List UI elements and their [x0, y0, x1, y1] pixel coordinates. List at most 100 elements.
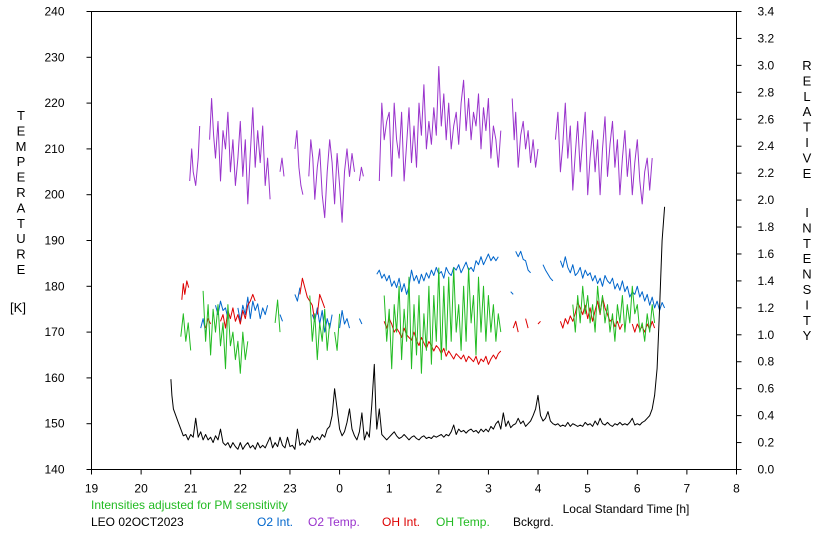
right-tick-label: 1.4: [758, 274, 775, 288]
legend-item: OH Int.: [382, 515, 420, 529]
right-tick-label: 3.0: [758, 58, 775, 72]
series-oh-int: [512, 320, 519, 333]
x-tick-label: 21: [184, 482, 198, 496]
x-tick-label: 0: [336, 482, 343, 496]
left-axis-ticks: 140 150 160 170 180 190 200 210 220 230 240: [44, 5, 92, 477]
left-tick-label: 170: [44, 325, 64, 339]
series-o2-temp: [279, 157, 285, 177]
right-tick-label: 1.2: [758, 301, 775, 315]
right-tick-label: 2.2: [758, 166, 775, 180]
right-tick-label: 2.4: [758, 139, 775, 153]
x-tick-label: 3: [485, 482, 492, 496]
series-bckgrd: [170, 206, 666, 450]
right-axis-letter: I: [805, 205, 809, 220]
right-axis-letter: A: [803, 104, 812, 119]
series-oh-temp: [309, 295, 331, 361]
series-o2-temp: [209, 98, 271, 205]
right-tick-label: 1.0: [758, 328, 775, 342]
right-tick-label: 1.8: [758, 220, 775, 234]
series-oh-temp: [274, 299, 281, 333]
right-axis-ticks: 0.0 0.2 0.4 0.6 0.8 1.0 1.2 1.4 1.6 1.8 2.0 2.2 2.4 2…: [736, 5, 775, 477]
left-tick-label: 150: [44, 417, 64, 431]
x-tick-label: 7: [684, 482, 691, 496]
x-axis-label: Local Standard Time [h]: [563, 502, 690, 516]
x-tick-label: 8: [733, 482, 740, 496]
left-tick-label: 140: [44, 463, 64, 477]
right-axis-letter: N: [802, 220, 811, 235]
series-oh-int: [525, 318, 529, 329]
x-tick-label: 20: [134, 482, 148, 496]
left-axis-unit: [K]: [10, 300, 26, 315]
left-tick-label: 160: [44, 371, 64, 385]
x-tick-label: 4: [535, 482, 542, 496]
series-o2-temp: [511, 98, 539, 168]
left-axis-letter: U: [16, 231, 25, 246]
right-axis-letter: R: [802, 58, 811, 73]
right-tick-label: 0.6: [758, 382, 775, 396]
right-axis-letter: L: [803, 89, 810, 104]
left-axis-letter: M: [16, 139, 27, 154]
series-oh-int: [316, 293, 326, 315]
left-tick-label: 190: [44, 234, 64, 248]
series-o2-int: [358, 318, 363, 325]
left-tick-label: 210: [44, 142, 64, 156]
sensitivity-note: Intensities adjusted for PM sensitivity: [91, 498, 288, 512]
right-axis-letter: S: [803, 282, 812, 297]
left-tick-label: 230: [44, 50, 64, 64]
right-axis-letter: V: [803, 150, 812, 165]
right-axis-letter: T: [803, 120, 811, 135]
x-tick-label: 6: [634, 482, 641, 496]
x-tick-label: 5: [584, 482, 591, 496]
right-axis-letter: T: [803, 236, 811, 251]
right-tick-label: 3.2: [758, 31, 775, 45]
series-o2-int: [237, 296, 269, 322]
series-o2-int: [311, 307, 333, 333]
series-oh-int: [299, 277, 316, 322]
series-o2-int: [339, 310, 350, 329]
series-o2-temp: [378, 66, 502, 182]
series-oh-temp: [383, 267, 502, 374]
series-oh-int: [181, 280, 190, 300]
series-layer: [170, 66, 666, 450]
left-tick-label: 220: [44, 96, 64, 110]
right-axis-letter: I: [805, 297, 809, 312]
series-o2-temp: [554, 102, 653, 205]
series-o2-int: [542, 264, 554, 282]
right-tick-label: 0.2: [758, 436, 775, 450]
series-o2-int: [510, 291, 514, 295]
series-o2-temp: [308, 139, 355, 223]
left-tick-label: 180: [44, 279, 64, 293]
x-tick-label: 1: [386, 482, 393, 496]
left-tick-label: 240: [44, 5, 64, 19]
legend: O2 Int. O2 Temp. OH Int. OH Temp. Bckgrd.: [257, 515, 554, 529]
right-tick-label: 2.8: [758, 85, 775, 99]
right-axis-letter: E: [803, 251, 812, 266]
right-axis-letter: I: [805, 135, 809, 150]
series-oh-temp: [334, 313, 341, 351]
left-axis-letter: R: [16, 247, 25, 262]
series-o2-int: [515, 250, 531, 274]
plot-frame: [91, 11, 737, 470]
left-axis-letter: T: [17, 216, 25, 231]
series-o2-int: [559, 256, 666, 311]
left-axis-letter: P: [17, 154, 26, 169]
x-tick-label: 2: [435, 482, 442, 496]
legend-item: O2 Temp.: [308, 515, 360, 529]
x-axis-ticks: 19 20 21 22 23 0 1 2 3 4 5 6 7 8: [85, 469, 740, 496]
right-tick-label: 0.8: [758, 355, 775, 369]
series-o2-int: [279, 314, 283, 322]
left-axis-letter: R: [16, 185, 25, 200]
right-tick-label: 2.0: [758, 193, 775, 207]
series-oh-temp: [180, 313, 192, 351]
legend-item: O2 Int.: [257, 515, 293, 529]
station-date: LEO 02OCT2023: [91, 515, 184, 529]
right-tick-label: 0.4: [758, 409, 775, 423]
right-tick-label: 3.4: [758, 5, 775, 19]
series-oh-temp: [202, 290, 249, 374]
right-tick-label: 0.0: [758, 463, 775, 477]
left-axis-letter: E: [17, 170, 26, 185]
right-tick-label: 1.6: [758, 247, 775, 261]
